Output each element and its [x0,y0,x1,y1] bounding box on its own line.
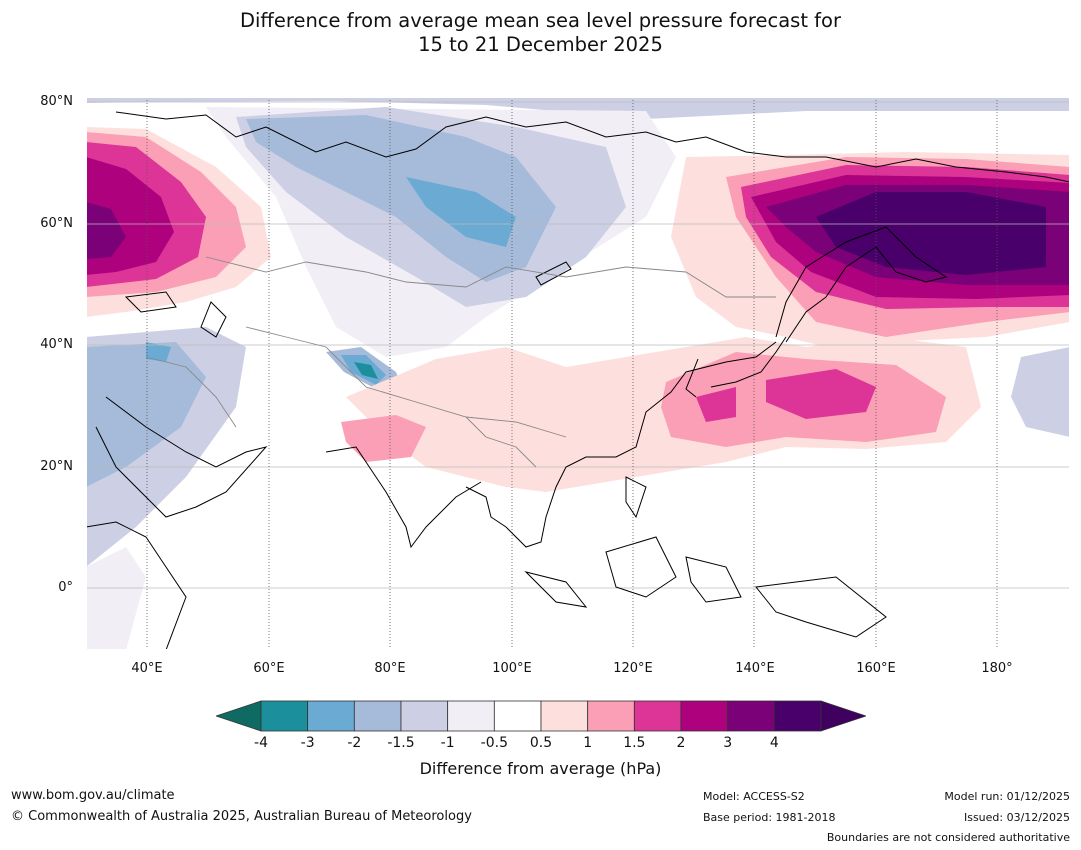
colorbar-tick-label: -1 [440,735,455,751]
colorbar-segment [493,700,542,732]
anomaly-map [86,97,1070,650]
colorbar-segment [540,700,589,732]
colorbar-segment [353,700,402,732]
lat-label-60n: 60°N [40,216,73,231]
lon-label-40e: 40°E [131,661,163,676]
colorbar [216,700,866,732]
colorbar-tick-label: -3 [300,735,315,751]
model-run-date: Model run: 01/12/2025 [944,790,1070,803]
title-line-2: 15 to 21 December 2025 [418,33,663,56]
lat-label-20n: 20°N [40,459,73,474]
lon-label-120e: 120°E [613,661,653,676]
website-link[interactable]: www.bom.gov.au/climate [11,788,175,803]
colorbar-tick-label: -4 [254,735,268,751]
lat-label-0: 0° [58,580,73,595]
colorbar-segment [260,700,309,732]
lat-label-80n: 80°N [40,94,73,109]
lon-label-80e: 80°E [374,661,406,676]
title-line-1: Difference from average mean sea level p… [240,9,841,32]
base-period: Base period: 1981-2018 [703,811,836,824]
colorbar-segment [727,700,775,732]
negative-anomaly-layer [86,97,1070,650]
colorbar-tick-label: -1.5 [387,735,415,751]
colorbar-segment [587,700,635,732]
chart-title: Difference from average mean sea level p… [0,9,1081,57]
boundaries-disclaimer: Boundaries are not considered authoritat… [826,831,1070,844]
lon-label-60e: 60°E [253,661,285,676]
colorbar-tick-label: 3 [723,735,733,751]
model-name: Model: ACCESS-S2 [703,790,805,803]
lon-label-160e: 160°E [856,661,896,676]
colorbar-tick-label: 4 [769,735,779,751]
colorbar-segment [307,700,355,732]
issued-date: Issued: 03/12/2025 [963,811,1070,824]
colorbar-segment [400,700,449,732]
map-svg [86,97,1070,650]
copyright-text: © Commonwealth of Australia 2025, Austra… [11,809,472,824]
coastlines [86,111,1070,650]
colorbar-tick-label: 1 [583,735,593,751]
lon-label-100e: 100°E [492,661,532,676]
colorbar-tick-label: -0.5 [480,735,508,751]
colorbar-segment [447,700,495,732]
colorbar-tick-label: 1.5 [623,735,646,751]
colorbar-tick-label: -2 [347,735,362,751]
gridlines [86,97,1070,650]
positive-anomaly-layer [86,127,1070,492]
colorbar-segment [680,700,729,732]
colorbar-label: Difference from average (hPa) [419,759,662,778]
country-borders [145,256,776,468]
colorbar-segment [633,700,682,732]
lon-label-140e: 140°E [735,661,775,676]
colorbar-segment [773,700,822,732]
colorbar-tick-label: 2 [676,735,686,751]
lat-label-40n: 40°N [40,337,73,352]
colorbar-under-extension [216,700,262,732]
colorbar-over-extension [820,700,866,732]
colorbar-tick-label: 0.5 [529,735,553,751]
lon-label-180: 180° [981,661,1013,676]
